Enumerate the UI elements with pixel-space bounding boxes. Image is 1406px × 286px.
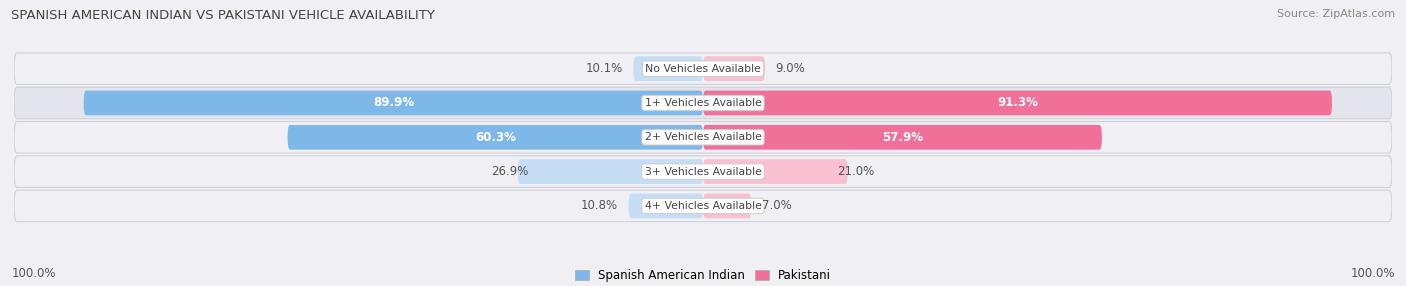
Legend: Spanish American Indian, Pakistani: Spanish American Indian, Pakistani <box>575 269 831 282</box>
Text: 9.0%: 9.0% <box>775 62 806 75</box>
FancyBboxPatch shape <box>14 53 1392 84</box>
FancyBboxPatch shape <box>288 125 703 150</box>
FancyBboxPatch shape <box>14 190 1392 222</box>
Text: 89.9%: 89.9% <box>373 96 413 110</box>
Text: 60.3%: 60.3% <box>475 131 516 144</box>
FancyBboxPatch shape <box>703 159 848 184</box>
Text: 10.1%: 10.1% <box>586 62 623 75</box>
FancyBboxPatch shape <box>703 194 751 218</box>
FancyBboxPatch shape <box>703 91 1331 115</box>
Text: Source: ZipAtlas.com: Source: ZipAtlas.com <box>1277 9 1395 19</box>
Text: SPANISH AMERICAN INDIAN VS PAKISTANI VEHICLE AVAILABILITY: SPANISH AMERICAN INDIAN VS PAKISTANI VEH… <box>11 9 434 21</box>
Text: No Vehicles Available: No Vehicles Available <box>645 64 761 74</box>
Text: 7.0%: 7.0% <box>762 199 792 212</box>
FancyBboxPatch shape <box>14 87 1392 119</box>
Text: 100.0%: 100.0% <box>1350 267 1395 280</box>
Text: 2+ Vehicles Available: 2+ Vehicles Available <box>644 132 762 142</box>
FancyBboxPatch shape <box>634 56 703 81</box>
Text: 57.9%: 57.9% <box>882 131 922 144</box>
FancyBboxPatch shape <box>517 159 703 184</box>
Text: 91.3%: 91.3% <box>997 96 1038 110</box>
Text: 10.8%: 10.8% <box>581 199 619 212</box>
Text: 26.9%: 26.9% <box>491 165 529 178</box>
FancyBboxPatch shape <box>703 56 765 81</box>
Text: 4+ Vehicles Available: 4+ Vehicles Available <box>644 201 762 211</box>
Text: 100.0%: 100.0% <box>11 267 56 280</box>
FancyBboxPatch shape <box>14 122 1392 153</box>
FancyBboxPatch shape <box>628 194 703 218</box>
Text: 1+ Vehicles Available: 1+ Vehicles Available <box>644 98 762 108</box>
Text: 21.0%: 21.0% <box>838 165 875 178</box>
FancyBboxPatch shape <box>83 91 703 115</box>
Text: 3+ Vehicles Available: 3+ Vehicles Available <box>644 167 762 176</box>
FancyBboxPatch shape <box>14 156 1392 187</box>
FancyBboxPatch shape <box>703 125 1102 150</box>
